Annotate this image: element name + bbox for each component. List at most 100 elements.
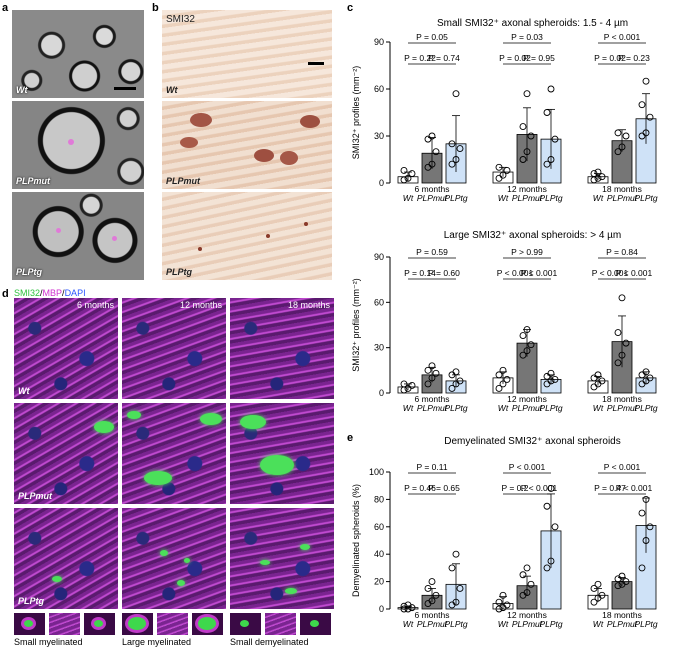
data-point xyxy=(408,170,416,178)
series-label: Wt xyxy=(593,403,604,413)
series-label: PLPtg xyxy=(444,403,467,413)
group-label: 18 months xyxy=(602,394,642,404)
series-label: Wt xyxy=(403,403,414,413)
series-label: PLPtg xyxy=(539,619,562,629)
data-point xyxy=(404,174,412,182)
group-label: 18 months xyxy=(602,610,642,620)
data-point xyxy=(638,101,646,109)
column-header: 12 months xyxy=(179,300,222,310)
panel-label-b: b xyxy=(152,2,159,14)
p-value-label: P = 0.59 xyxy=(416,247,448,257)
em-image-wt: Wt xyxy=(12,10,144,98)
inset-image xyxy=(122,613,153,635)
data-point xyxy=(519,332,527,340)
series-label: PLPmut xyxy=(512,403,543,413)
p-value-label: P = 0.14 xyxy=(404,268,436,278)
p-value-label: P = 0.11 xyxy=(416,462,447,472)
series-label: PLPtg xyxy=(539,403,562,413)
data-point xyxy=(499,171,507,179)
data-point xyxy=(432,591,440,599)
data-point xyxy=(642,495,650,503)
y-tick-label: 0 xyxy=(379,178,384,188)
fluorescence-image xyxy=(122,403,226,504)
y-axis-label: SMI32⁺ profiles (mm⁻²) xyxy=(351,66,361,160)
y-tick-label: 30 xyxy=(374,131,384,141)
data-point xyxy=(428,362,436,370)
data-point xyxy=(400,380,408,388)
data-point xyxy=(428,374,436,382)
p-value-label: P = 0.03 xyxy=(511,32,543,42)
p-value-label: P = 0.84 xyxy=(606,247,638,257)
series-label: Wt xyxy=(593,619,604,629)
data-point xyxy=(547,369,555,377)
p-value-label: P = 0.02 xyxy=(499,53,531,63)
data-point xyxy=(448,140,456,148)
p-value-label: P = 0.2 xyxy=(501,483,528,493)
data-point xyxy=(527,132,535,140)
data-point xyxy=(424,380,432,388)
p-value-label: P = 0.47 xyxy=(594,483,626,493)
data-point xyxy=(590,585,598,592)
group-label: 12 months xyxy=(507,184,547,194)
y-tick-label: 30 xyxy=(374,343,384,353)
row-label: PLPmut xyxy=(18,491,53,501)
data-point xyxy=(642,537,650,544)
em-image-plpmut: PLPmut xyxy=(12,101,144,189)
data-point xyxy=(547,156,555,163)
inset-image xyxy=(14,613,45,635)
series-label: Wt xyxy=(498,193,509,203)
y-tick-label: 90 xyxy=(374,37,384,47)
p-value-label: P < 0.001 xyxy=(616,483,653,493)
data-point xyxy=(424,585,432,592)
y-tick-label: 0 xyxy=(379,388,384,398)
data-point xyxy=(400,176,408,184)
data-point xyxy=(638,564,646,572)
y-tick-label: 90 xyxy=(374,252,384,262)
data-point xyxy=(638,371,646,379)
y-tick-label: 60 xyxy=(374,297,384,307)
series-label: PLPmut xyxy=(417,619,448,629)
data-point xyxy=(499,591,507,599)
series-label: PLPtg xyxy=(444,193,467,203)
p-value-label: P = 0.23 xyxy=(618,53,650,63)
data-point xyxy=(519,351,527,359)
y-axis-label: Demyelinated spheroids (%) xyxy=(351,484,361,597)
p-value-label: P < 0.001 xyxy=(604,32,641,42)
data-point xyxy=(495,598,503,606)
data-point xyxy=(452,598,460,606)
y-tick-label: 60 xyxy=(374,522,384,532)
data-point xyxy=(618,294,626,302)
p-value-label: P = 0.95 xyxy=(523,53,555,63)
data-point xyxy=(547,484,555,492)
series-label: Wt xyxy=(498,619,509,629)
fluorescence-image: 6 months Wt xyxy=(14,298,118,399)
y-tick-label: 60 xyxy=(374,84,384,94)
data-point xyxy=(598,377,606,385)
data-point xyxy=(614,359,622,367)
panel-label-a: a xyxy=(2,2,9,14)
fluorescence-image xyxy=(230,508,334,609)
data-point xyxy=(618,143,626,151)
data-point xyxy=(543,109,551,116)
data-point xyxy=(618,572,626,580)
data-point xyxy=(543,564,551,572)
y-tick-label: 80 xyxy=(374,494,384,504)
data-point xyxy=(448,564,456,572)
data-point xyxy=(452,550,460,558)
data-point xyxy=(495,163,503,171)
data-point xyxy=(590,374,598,382)
data-point xyxy=(452,368,460,376)
series-label: PLPmut xyxy=(607,193,638,203)
data-point xyxy=(594,371,602,379)
data-point xyxy=(452,156,460,163)
fluorescence-image: 12 months xyxy=(122,298,226,399)
panel-label-e: e xyxy=(347,432,354,444)
p-value-label: P < 0.001 xyxy=(497,268,534,278)
fluorescence-image: 18 months xyxy=(230,298,334,399)
data-point xyxy=(551,375,559,383)
data-point xyxy=(622,339,630,347)
p-value-label: P = 0.22 xyxy=(404,53,436,63)
row-label: Wt xyxy=(18,386,30,396)
data-point xyxy=(404,601,412,609)
